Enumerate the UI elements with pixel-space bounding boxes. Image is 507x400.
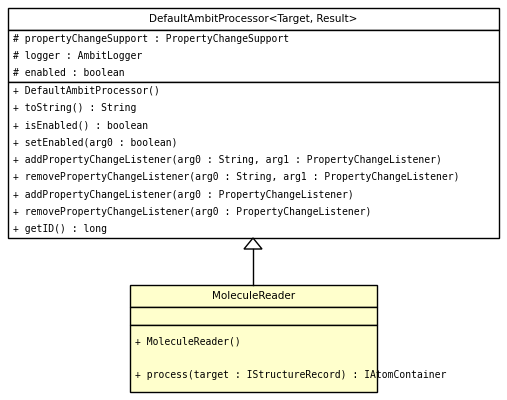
Text: DefaultAmbitProcessor<Target, Result>: DefaultAmbitProcessor<Target, Result> [150, 14, 357, 24]
Text: MoleculeReader: MoleculeReader [212, 291, 295, 301]
Bar [8, 82, 499, 238]
Text: # propertyChangeSupport : PropertyChangeSupport: # propertyChangeSupport : PropertyChange… [13, 34, 289, 44]
Text: # enabled : boolean: # enabled : boolean [13, 68, 125, 78]
Text: + MoleculeReader(): + MoleculeReader() [135, 337, 241, 347]
Text: + process(target : IStructureRecord) : IAtomContainer: + process(target : IStructureRecord) : I… [135, 370, 446, 380]
Text: + removePropertyChangeListener(arg0 : PropertyChangeListener): + removePropertyChangeListener(arg0 : Pr… [13, 207, 371, 217]
Bar [130, 285, 377, 307]
Text: + isEnabled() : boolean: + isEnabled() : boolean [13, 120, 148, 130]
Bar [130, 325, 377, 392]
Bar [8, 8, 499, 30]
Text: # logger : AmbitLogger: # logger : AmbitLogger [13, 51, 142, 61]
Bar [8, 30, 499, 82]
Text: + addPropertyChangeListener(arg0 : PropertyChangeListener): + addPropertyChangeListener(arg0 : Prope… [13, 190, 354, 200]
Text: + DefaultAmbitProcessor(): + DefaultAmbitProcessor() [13, 86, 160, 96]
Text: + getID() : long: + getID() : long [13, 224, 107, 234]
Text: + setEnabled(arg0 : boolean): + setEnabled(arg0 : boolean) [13, 138, 177, 148]
Bar [130, 307, 377, 325]
Text: + toString() : String: + toString() : String [13, 103, 136, 113]
Text: + removePropertyChangeListener(arg0 : String, arg1 : PropertyChangeListener): + removePropertyChangeListener(arg0 : St… [13, 172, 459, 182]
Text: + addPropertyChangeListener(arg0 : String, arg1 : PropertyChangeListener): + addPropertyChangeListener(arg0 : Strin… [13, 155, 442, 165]
